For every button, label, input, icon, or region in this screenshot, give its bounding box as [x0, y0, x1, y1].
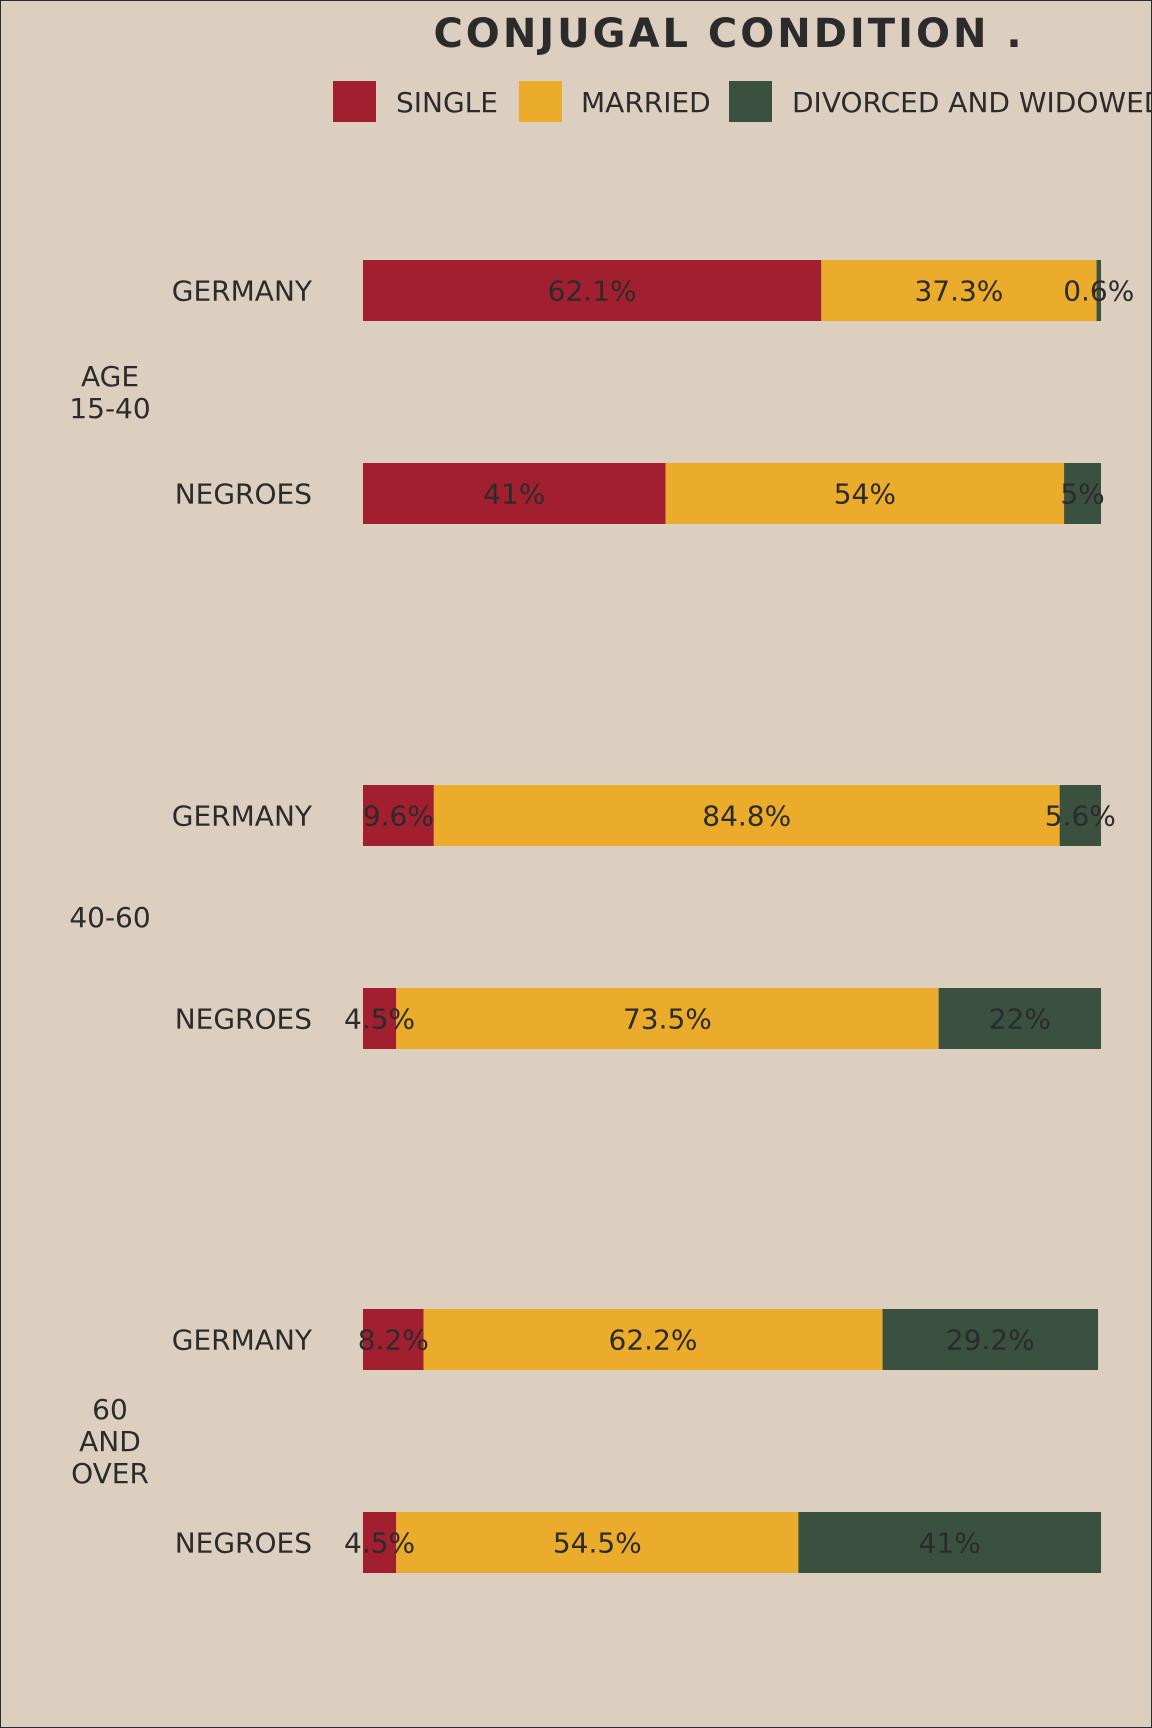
- data-label-single: 4.5%: [344, 1527, 415, 1560]
- bar-segment-married: [396, 1512, 799, 1573]
- data-label-married: 37.3%: [914, 275, 1003, 308]
- bar-segment-married: [396, 988, 939, 1049]
- bar-segment-single: [363, 1309, 424, 1370]
- legend-label-single: SINGLE: [396, 86, 498, 119]
- age-group-label: AGE: [81, 360, 139, 393]
- data-label-divorced-and-widowed: 5%: [1060, 478, 1104, 511]
- category-label-germany: GERMANY: [172, 800, 313, 833]
- data-label-single: 4.5%: [344, 1003, 415, 1036]
- category-label-negroes: NEGROES: [175, 1527, 312, 1560]
- data-label-single: 62.1%: [548, 275, 637, 308]
- data-label-single: 8.2%: [358, 1324, 429, 1357]
- age-group-label: 60: [92, 1393, 128, 1426]
- bar-segment-married: [665, 463, 1065, 524]
- bar-segment-divorced-and-widowed: [798, 1512, 1101, 1573]
- data-label-divorced-and-widowed: 0.6%: [1063, 275, 1134, 308]
- legend-swatch-single: [333, 81, 376, 122]
- age-group-2: 40-60 GERMANY 9.6% 84.8% 5.6% NEGROES 4.5% 73.5…: [69, 785, 1116, 1049]
- bar-segment-married: [423, 1309, 883, 1370]
- bar-segment-married: [433, 785, 1060, 846]
- category-label-germany: GERMANY: [172, 275, 313, 308]
- age-group-label: 40-60: [69, 901, 150, 934]
- legend-label-married: MARRIED: [581, 86, 711, 119]
- data-label-married: 84.8%: [702, 800, 791, 833]
- bar-segment-single: [363, 463, 666, 524]
- legend-label-divorced-and-widowed: DIVORCED AND WIDOWED: [792, 86, 1151, 119]
- bar-segment-married: [821, 260, 1097, 321]
- bar-segment-single: [363, 1512, 397, 1573]
- bar-segment-divorced-and-widowed: [1059, 785, 1101, 846]
- data-label-divorced-and-widowed: 41%: [919, 1527, 981, 1560]
- data-label-married: 54%: [834, 478, 896, 511]
- age-group-label: 15-40: [69, 392, 150, 425]
- legend: SINGLE MARRIED DIVORCED AND WIDOWED: [333, 81, 1151, 122]
- data-label-divorced-and-widowed: 5.6%: [1045, 800, 1116, 833]
- data-label-single: 41%: [483, 478, 545, 511]
- category-label-negroes: NEGROES: [175, 478, 312, 511]
- category-label-germany: GERMANY: [172, 1324, 313, 1357]
- legend-swatch-divorced-and-widowed: [729, 81, 772, 122]
- legend-swatch-married: [519, 81, 562, 122]
- data-label-married: 62.2%: [609, 1324, 698, 1357]
- bar-segment-divorced-and-widowed: [938, 988, 1101, 1049]
- data-label-divorced-and-widowed: 22%: [989, 1003, 1051, 1036]
- data-label-married: 54.5%: [553, 1527, 642, 1560]
- bar-segment-single: [363, 988, 397, 1049]
- data-label-divorced-and-widowed: 29.2%: [946, 1324, 1035, 1357]
- bar-segment-single: [363, 785, 434, 846]
- bar-segment-single: [363, 260, 822, 321]
- age-group-label: AND: [79, 1425, 141, 1458]
- bar-segment-divorced-and-widowed: [1096, 260, 1101, 321]
- bar-segment-divorced-and-widowed: [1064, 463, 1101, 524]
- age-group-label: OVER: [71, 1457, 149, 1490]
- data-label-single: 9.6%: [363, 800, 434, 833]
- bar-segment-divorced-and-widowed: [882, 1309, 1099, 1370]
- chart-title: CONJUGAL CONDITION .: [433, 11, 1024, 57]
- category-label-negroes: NEGROES: [175, 1003, 312, 1036]
- data-label-married: 73.5%: [623, 1003, 712, 1036]
